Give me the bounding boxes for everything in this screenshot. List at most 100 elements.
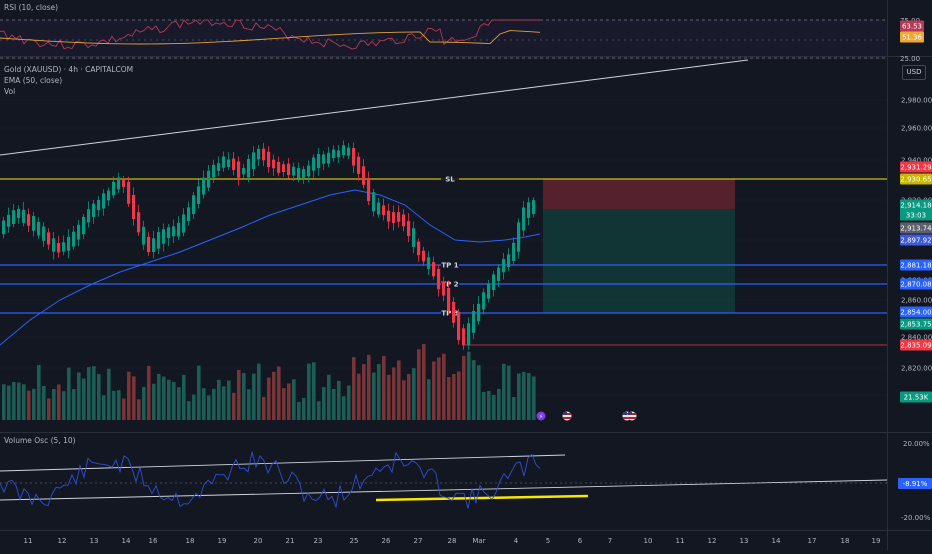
candlesticks — [2, 140, 536, 350]
rsi-ma-line[interactable] — [0, 30, 541, 45]
price-tick: 2,940.00 — [901, 157, 932, 165]
svg-text:TP 3: TP 3 — [441, 310, 458, 318]
time-tick: 27 — [414, 537, 423, 545]
upper-trend-line[interactable] — [0, 59, 749, 156]
svg-text:2,930.65: 2,930.65 — [900, 176, 931, 184]
time-tick: 6 — [578, 537, 583, 545]
take-profit-zone[interactable] — [543, 209, 735, 313]
price-tick: 2,860.00 — [901, 297, 932, 305]
sl-label: SL — [441, 173, 459, 184]
osc-value-badge: -8.91% — [898, 478, 932, 489]
time-tick: 11 — [676, 537, 685, 545]
svg-text:2,897.92: 2,897.92 — [900, 237, 931, 245]
time-tick: 11 — [24, 537, 33, 545]
time-tick: 19 — [872, 537, 881, 545]
svg-text:TP 2: TP 2 — [441, 281, 458, 289]
osc-tick-top: 20.00% — [903, 440, 930, 448]
time-tick: 14 — [122, 537, 131, 545]
volume-osc-line[interactable] — [0, 451, 541, 509]
svg-text:⚡: ⚡ — [539, 414, 543, 421]
svg-text:2,854.00: 2,854.00 — [900, 309, 931, 317]
time-tick: 16 — [149, 537, 158, 545]
time-tick: 19 — [218, 537, 227, 545]
time-tick: 14 — [772, 537, 781, 545]
volume-osc-label[interactable]: Volume Osc (5, 10) — [4, 436, 76, 445]
time-tick: 4 — [514, 537, 519, 545]
svg-text:33:03: 33:03 — [906, 212, 926, 220]
rsi-value-badge: 51.36 — [900, 31, 924, 43]
time-tick: 12 — [58, 537, 67, 545]
tp1-label: TP 1 — [441, 259, 459, 270]
tp2-label: TP 2 — [441, 278, 459, 289]
svg-text:63.53: 63.53 — [902, 23, 922, 31]
price-badge: 2,897.92 — [900, 234, 932, 246]
osc-tick-bottom: -20.00% — [901, 514, 931, 522]
price-badge: 2,914.18 — [900, 199, 932, 211]
time-tick: 20 — [254, 537, 263, 545]
time-tick: 26 — [382, 537, 391, 545]
svg-text:2,881.18: 2,881.18 — [900, 262, 931, 270]
rsi-lower-tick: 25.00 — [900, 55, 920, 63]
price-badge: 2,835.09 — [900, 339, 932, 351]
price-tick: 2,980.00 — [901, 97, 932, 105]
price-badge: 2,881.18 — [900, 259, 932, 271]
time-tick: Mar — [472, 537, 485, 545]
lightning-event-icon[interactable]: ⚡ — [536, 411, 546, 421]
price-tick: 2,820.00 — [901, 365, 932, 373]
svg-text:2,835.09: 2,835.09 — [900, 342, 931, 350]
time-tick: 7 — [608, 537, 612, 545]
price-badge: 2,931.29 — [900, 161, 932, 173]
volume-indicator-label[interactable]: Vol — [4, 87, 16, 96]
time-axis[interactable]: 11 12 13 14 16 18 19 20 21 23 25 26 27 28 Mar 4 5 6 7 10 11 1… — [24, 537, 881, 545]
osc-lower-trend-line[interactable] — [0, 479, 888, 501]
svg-text:2,853.75: 2,853.75 — [900, 321, 931, 329]
time-tick: 13 — [90, 537, 99, 545]
rsi-value-badge: 63.53 — [900, 20, 924, 32]
time-tick: 25 — [350, 537, 359, 545]
ema-line[interactable] — [0, 189, 541, 346]
time-tick: 13 — [740, 537, 749, 545]
price-badge: 2,913.74 — [900, 222, 932, 234]
svg-text:2,931.29: 2,931.29 — [900, 164, 931, 172]
currency-button[interactable]: USD — [902, 65, 926, 80]
price-badge: 33:03 — [900, 209, 932, 221]
us-flag-event-icon[interactable] — [627, 411, 637, 421]
price-badge: 2,854.00 — [900, 306, 932, 318]
time-tick: 21 — [286, 537, 295, 545]
osc-upper-trend-line[interactable] — [0, 454, 566, 472]
price-badge: 21.53K — [900, 391, 932, 403]
price-badge: 2,853.75 — [900, 318, 932, 330]
price-tick: 2,960.00 — [901, 125, 932, 133]
svg-text:SL: SL — [445, 176, 455, 184]
stop-loss-zone[interactable] — [543, 179, 735, 209]
price-badge: 2,870.08 — [900, 278, 932, 290]
time-tick: 18 — [841, 537, 850, 545]
time-tick: 18 — [186, 537, 195, 545]
volume-bars — [2, 344, 536, 420]
time-tick: 5 — [546, 537, 550, 545]
price-badges: 2,931.29 2,930.65 2,914.18 33:03 2,913.74 2,8… — [900, 161, 932, 403]
price-badge: 2,930.65 — [900, 173, 932, 185]
rsi-indicator-label[interactable]: RSI (10, close) — [4, 3, 59, 12]
price-tick: 2,840.00 — [901, 334, 932, 342]
tp3-label: TP 3 — [441, 307, 459, 318]
rsi-badges: 63.53 51.36 — [900, 20, 924, 43]
svg-text:2,914.18: 2,914.18 — [900, 202, 931, 210]
rsi-line[interactable] — [0, 19, 540, 50]
symbol-title[interactable]: Gold (XAUUSD) · 4h · CAPITALCOM — [4, 65, 134, 74]
svg-text:2,870.08: 2,870.08 — [900, 281, 931, 289]
osc-support-line[interactable] — [375, 494, 589, 502]
time-tick: 28 — [448, 537, 457, 545]
us-flag-event-icon[interactable] — [562, 411, 572, 421]
svg-text:TP 1: TP 1 — [441, 262, 458, 270]
svg-text:51.36: 51.36 — [902, 34, 923, 42]
svg-text:21.53K: 21.53K — [904, 394, 929, 402]
time-tick: 10 — [644, 537, 653, 545]
time-tick: 12 — [708, 537, 717, 545]
ema-indicator-label[interactable]: EMA (50, close) — [4, 76, 63, 85]
time-tick: 23 — [314, 537, 323, 545]
svg-text:2,913.74: 2,913.74 — [900, 225, 932, 233]
svg-text:-8.91%: -8.91% — [903, 480, 928, 488]
